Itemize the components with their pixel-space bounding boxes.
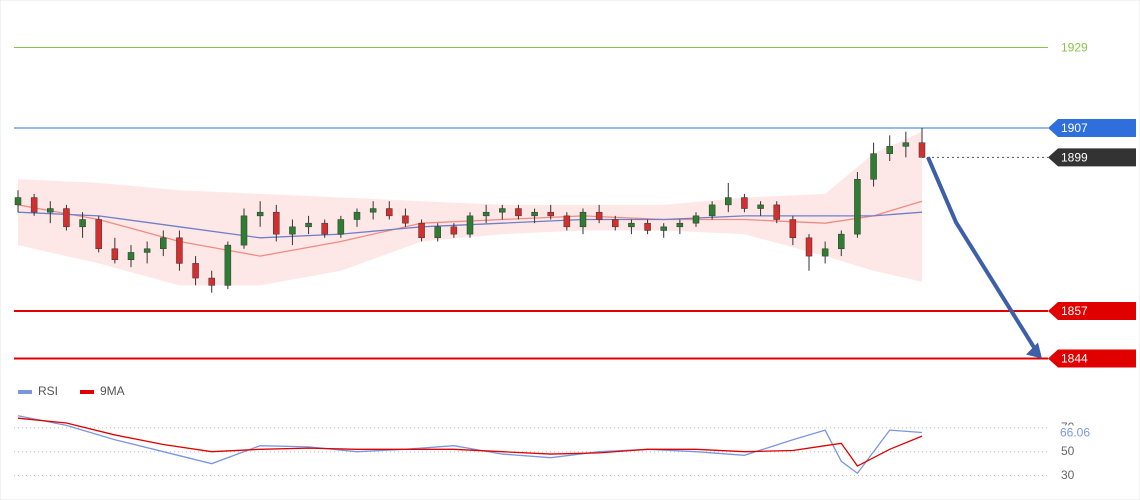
candle-body (886, 146, 893, 154)
candle-body (321, 222, 328, 235)
candle-body (838, 233, 845, 250)
candle-body (240, 215, 248, 246)
candle-body (418, 222, 425, 239)
candle-body (160, 237, 167, 250)
candle-body (369, 208, 377, 213)
forecast-arrow (926, 156, 1038, 352)
candle-body (30, 197, 38, 213)
level-label: 1857 (1061, 304, 1088, 318)
candle-body (563, 215, 571, 228)
candle-body (612, 219, 619, 228)
candle-body (708, 204, 716, 217)
level-label: 1844 (1061, 352, 1088, 366)
y-tick-label: 30 (1061, 468, 1075, 482)
candle-body (450, 226, 458, 235)
level-tag (1048, 148, 1136, 167)
candle-body (644, 222, 651, 231)
candle-body (757, 204, 764, 209)
level-tag (1048, 301, 1136, 320)
candle-body (741, 197, 748, 209)
candle-body (499, 208, 506, 213)
y-tick-label: 50 (1061, 444, 1075, 458)
candle-body (466, 215, 474, 235)
candle-body (595, 211, 603, 220)
candle-body (353, 211, 361, 220)
candle-body (95, 219, 102, 250)
candle-body (676, 222, 684, 228)
candle-body (692, 215, 700, 224)
candle-body (386, 208, 393, 217)
candle-body (305, 222, 312, 228)
level-tag (1048, 119, 1136, 138)
candle-body (821, 248, 829, 257)
candle-body (870, 153, 877, 180)
candle-body (176, 237, 183, 264)
legend-label: 9MA (100, 384, 125, 398)
legend-label: RSI (38, 384, 58, 398)
moving-average (17, 211, 923, 239)
candle-body (127, 252, 135, 261)
candle-body (531, 211, 538, 217)
level-label: 1929 (1061, 41, 1088, 55)
candle-body (256, 211, 264, 217)
candle-body (79, 219, 86, 228)
candle-body (789, 219, 797, 239)
candle-body (579, 211, 587, 228)
candle-body (918, 142, 926, 158)
candle-body (628, 222, 635, 228)
candle-body (143, 248, 151, 253)
candle-body (289, 226, 296, 235)
forecast-arrow-head (1026, 342, 1042, 359)
candle-body (402, 215, 409, 224)
level-label: 1907 (1061, 121, 1088, 135)
candle-body (773, 204, 780, 220)
level-label: 1899 (1061, 150, 1088, 164)
candle-body (660, 226, 667, 231)
indicator-line (17, 417, 923, 467)
candle-body (224, 244, 232, 286)
candle-body (482, 211, 490, 217)
candle-body (854, 179, 861, 235)
candle-body (192, 263, 199, 279)
candle-body (337, 219, 345, 235)
candle-body (47, 208, 54, 213)
candle-body (515, 208, 522, 217)
candle-body (547, 211, 554, 217)
indicator-line (17, 415, 923, 475)
candle-body (805, 237, 813, 257)
candle-body (111, 248, 119, 261)
candle-body (725, 197, 732, 206)
level-tag (1048, 349, 1136, 368)
value-label: 66.06 (1060, 426, 1090, 440)
candle-body (902, 142, 910, 147)
candle-body (63, 208, 70, 228)
candle-body (273, 211, 280, 235)
value-label-bg (1056, 425, 1100, 440)
candle-body (14, 197, 22, 206)
candle-body (434, 226, 441, 239)
candle-body (208, 277, 215, 286)
